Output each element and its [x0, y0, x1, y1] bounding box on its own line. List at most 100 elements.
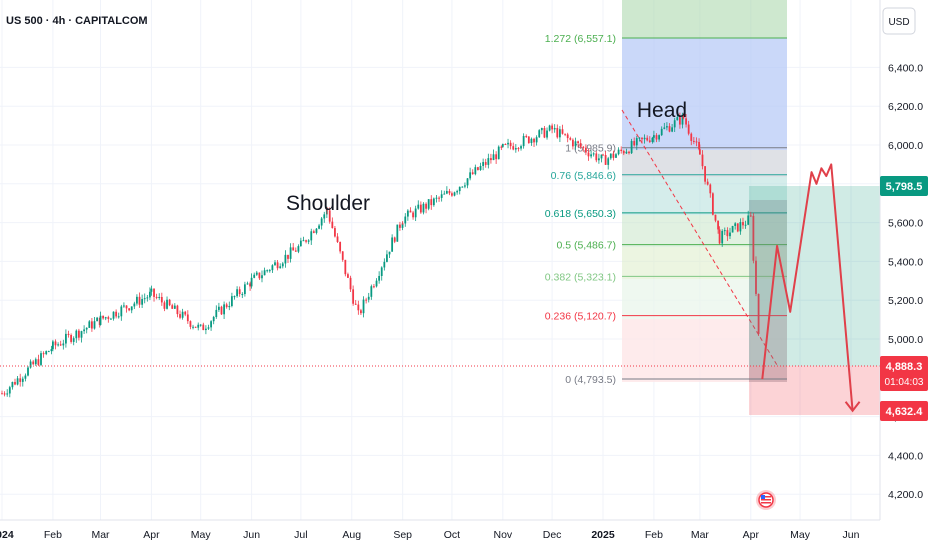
candle-body: [638, 137, 641, 139]
candle-body: [731, 225, 734, 233]
fib-zone-0382: [622, 279, 787, 319]
candle-body: [268, 270, 271, 272]
fib-level-label: 0 (4,793.5): [565, 374, 616, 386]
candle-body: [50, 349, 53, 352]
candle-body: [32, 361, 35, 365]
fib-level-label: 0.76 (5,846.6): [551, 170, 616, 182]
candle-body: [194, 326, 197, 328]
fib-level-label: 0.618 (5,650.3): [545, 208, 616, 220]
candle-body: [474, 167, 477, 175]
fib-zone-extension: [622, 38, 787, 150]
fib-level-label: 0.382 (5,323.1): [545, 271, 616, 283]
candle-body: [663, 127, 666, 129]
candle-body: [671, 127, 674, 132]
candle-body: [571, 139, 574, 147]
candle-body: [93, 321, 96, 329]
candle-body: [590, 154, 592, 157]
candle-body: [749, 215, 752, 217]
currency-button[interactable]: [882, 7, 916, 35]
candle-body: [622, 150, 625, 154]
candle-body: [409, 210, 412, 213]
candle-body: [6, 393, 9, 395]
candle-body: [607, 158, 610, 165]
y-tick-label: 5,000.0: [888, 334, 923, 346]
price-axis[interactable]: [880, 0, 932, 520]
candle-body: [406, 210, 409, 217]
candle-body: [125, 305, 128, 309]
candle-body: [158, 296, 161, 298]
x-tick-label: Nov: [493, 529, 512, 541]
candle-body: [341, 251, 344, 260]
candle-body: [117, 316, 120, 318]
candle-body: [393, 237, 396, 242]
candle-body: [294, 250, 297, 252]
candle-body: [171, 305, 174, 309]
candle-body: [609, 153, 612, 159]
candle-body: [310, 231, 313, 241]
candle-body: [479, 165, 482, 170]
candle-body: [752, 215, 755, 261]
x-tick-label: Apr: [743, 529, 760, 541]
candle-body: [592, 153, 595, 155]
candle-body: [448, 191, 451, 194]
candle-body: [266, 270, 269, 272]
candle-body: [704, 166, 706, 182]
candle-body: [587, 152, 590, 157]
candle-body: [612, 153, 615, 158]
candle-body: [163, 302, 166, 309]
candle-body: [471, 172, 474, 175]
candle-body: [717, 220, 719, 230]
x-tick-label: Jun: [842, 529, 859, 541]
candle-body: [453, 192, 456, 196]
candle-body: [176, 305, 179, 315]
candle-body: [726, 230, 729, 237]
candle-body: [556, 127, 559, 138]
candle-body: [643, 137, 646, 140]
candle-body: [582, 146, 585, 148]
candle-body: [522, 136, 525, 147]
candle-body: [225, 304, 228, 308]
candle-body: [602, 154, 604, 156]
candle-body: [655, 135, 658, 140]
candle-body: [546, 130, 548, 138]
candle-body: [362, 299, 365, 314]
symbol-title[interactable]: US 500 · 4h · CAPITALCOM: [6, 15, 148, 27]
candle-body: [19, 378, 22, 382]
candle-body: [258, 272, 261, 279]
candle-body: [128, 308, 131, 311]
candle-body: [24, 375, 27, 379]
candle-body: [344, 259, 347, 275]
trend-line: [621, 109, 778, 366]
candle-body: [401, 223, 404, 228]
candle-body: [574, 141, 577, 147]
candle-body: [577, 141, 579, 144]
candle-body: [29, 361, 32, 368]
candle-body: [490, 158, 492, 161]
candle-body: [150, 288, 153, 292]
candle-body: [676, 117, 679, 121]
candle-body: [352, 289, 355, 304]
candle-body: [543, 128, 546, 138]
candle-body: [477, 167, 479, 170]
y-tick-label: 4,400.0: [888, 450, 923, 462]
candle-body: [297, 246, 300, 252]
candle-body: [425, 203, 427, 209]
candle-body: [287, 254, 289, 259]
us-flag-icon[interactable]: [756, 490, 776, 510]
candle-body: [564, 133, 566, 135]
candle-body: [80, 331, 83, 338]
candle-body: [736, 223, 739, 232]
candle-body: [120, 306, 123, 317]
candle-body: [136, 296, 138, 304]
candle-body: [509, 142, 512, 147]
candle-body: [220, 306, 223, 315]
candle-body: [299, 240, 302, 247]
candle-body: [698, 141, 700, 150]
candle-body: [52, 341, 54, 350]
x-tick-label: Jul: [294, 529, 307, 541]
candle-body: [110, 318, 112, 320]
time-axis[interactable]: [0, 520, 880, 550]
candle-body: [204, 328, 207, 331]
